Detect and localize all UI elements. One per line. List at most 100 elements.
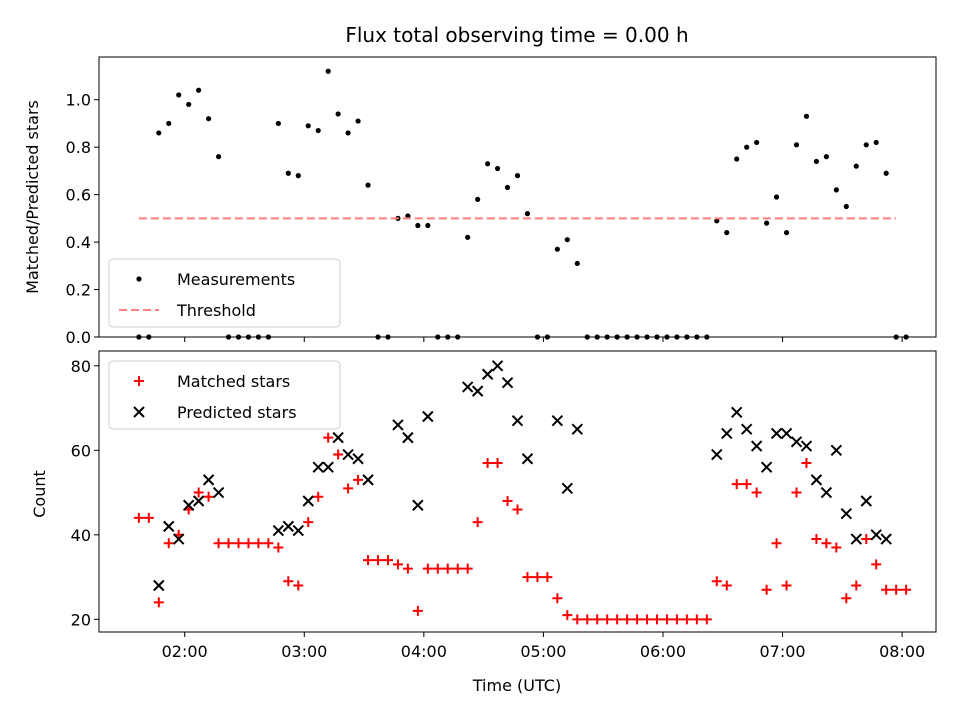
matched-star-point xyxy=(642,614,653,625)
measurement-point xyxy=(773,194,780,200)
matched-star-point xyxy=(492,457,503,468)
predicted-star-point xyxy=(501,376,514,389)
predicted-star-point xyxy=(481,368,494,380)
x-tick-label: 06:00 xyxy=(640,642,686,661)
top-legend: Measurements Threshold xyxy=(108,258,341,328)
measurement-point xyxy=(524,211,531,217)
measurement-point xyxy=(883,170,889,176)
predicted-star-point xyxy=(731,406,743,418)
measurement-point xyxy=(793,142,800,148)
x-tick-label: 08:00 xyxy=(879,642,925,661)
predicted-star-point xyxy=(192,495,205,507)
predicted-star-point xyxy=(830,444,843,457)
measurement-point xyxy=(514,173,521,179)
matched-star-point xyxy=(422,563,433,574)
predicted-star-point xyxy=(342,448,354,461)
x-tick-label: 07:00 xyxy=(759,642,805,661)
measurement-point xyxy=(335,111,341,117)
matched-star-point xyxy=(193,487,204,498)
matched-star-point xyxy=(602,614,613,625)
matched-star-point xyxy=(293,580,304,591)
matched-star-point xyxy=(133,512,144,523)
matched-star-point xyxy=(273,542,284,553)
matched-star-point xyxy=(681,614,692,625)
measurement-point xyxy=(156,130,162,136)
predicted-star-point xyxy=(362,474,374,486)
matched-star-point xyxy=(303,517,314,528)
measurement-point xyxy=(833,187,839,193)
matched-star-point xyxy=(343,483,354,494)
matched-star-point xyxy=(771,538,782,549)
matched-star-point xyxy=(562,610,573,621)
matched-star-point xyxy=(472,517,483,528)
matched-star-point xyxy=(283,576,294,587)
measurement-point xyxy=(564,237,570,243)
measurement-point xyxy=(166,120,172,127)
predicted-star-point xyxy=(860,495,872,507)
measurement-point xyxy=(823,154,829,160)
matched-star-point xyxy=(592,614,603,625)
predicted-star-point xyxy=(870,529,882,541)
matched-star-point xyxy=(542,572,553,583)
predicted-star-point xyxy=(322,461,334,473)
matched-star-point xyxy=(482,457,493,468)
predicted-star-point xyxy=(202,474,215,486)
matched-star-point xyxy=(143,512,154,523)
matched-star-point xyxy=(213,538,224,549)
predicted-star-point xyxy=(163,520,175,533)
measurement-point xyxy=(813,158,820,165)
measurement-point xyxy=(744,144,750,150)
matched-star-point xyxy=(661,614,672,625)
legend-label: Predicted stars xyxy=(177,403,297,422)
top-y-tick-label: 0.6 xyxy=(66,186,91,205)
matched-star-point xyxy=(791,487,802,498)
measurement-point xyxy=(176,92,182,98)
predicted-star-point xyxy=(790,436,803,448)
predicted-star-point xyxy=(721,427,733,440)
top-y-tick-label: 0.4 xyxy=(66,233,91,252)
predicted-star-point xyxy=(750,440,763,452)
predicted-star-point xyxy=(352,453,364,465)
matched-star-point xyxy=(442,563,453,574)
measurement-point xyxy=(425,222,431,229)
matched-star-point xyxy=(582,614,593,625)
measurement-point xyxy=(196,87,202,93)
matched-star-point xyxy=(652,614,662,625)
matched-star-point xyxy=(412,605,423,616)
measurement-point xyxy=(494,165,501,172)
x-tick-label: 02:00 xyxy=(162,642,208,661)
matched-star-point xyxy=(831,542,842,553)
measurement-point xyxy=(325,68,331,74)
predicted-star-point xyxy=(840,507,853,520)
measurement-point xyxy=(853,163,859,169)
legend-label: Threshold xyxy=(176,301,256,320)
bottom-y-axis-label: Count xyxy=(30,470,49,518)
measurement-point xyxy=(873,139,879,146)
predicted-star-point xyxy=(402,431,414,444)
measurement-point xyxy=(295,173,301,179)
legend-measurement-swatch xyxy=(136,276,142,282)
predicted-star-point xyxy=(182,499,195,511)
matched-star-point xyxy=(632,614,643,625)
predicted-star-point xyxy=(173,533,185,545)
measurement-point xyxy=(186,101,192,108)
matched-star-point xyxy=(353,474,364,485)
matched-star-point xyxy=(253,538,264,549)
measurement-point xyxy=(843,203,849,210)
matched-star-point xyxy=(741,479,752,490)
x-tick-label: 04:00 xyxy=(401,642,447,661)
predicted-star-point xyxy=(880,533,892,545)
bottom-legend: Matched stars Predicted stars xyxy=(108,360,341,430)
predicted-star-point xyxy=(780,427,793,440)
legend-label: Measurements xyxy=(177,270,295,289)
measurement-point xyxy=(275,120,281,127)
matched-star-point xyxy=(163,538,174,549)
matched-star-point xyxy=(512,504,523,515)
measurement-point xyxy=(305,123,311,129)
matched-star-point xyxy=(402,563,413,574)
top-y-tick-label: 0.8 xyxy=(66,138,91,157)
matched-star-point xyxy=(751,487,762,498)
predicted-star-point xyxy=(521,453,534,465)
matched-star-point xyxy=(801,457,812,468)
